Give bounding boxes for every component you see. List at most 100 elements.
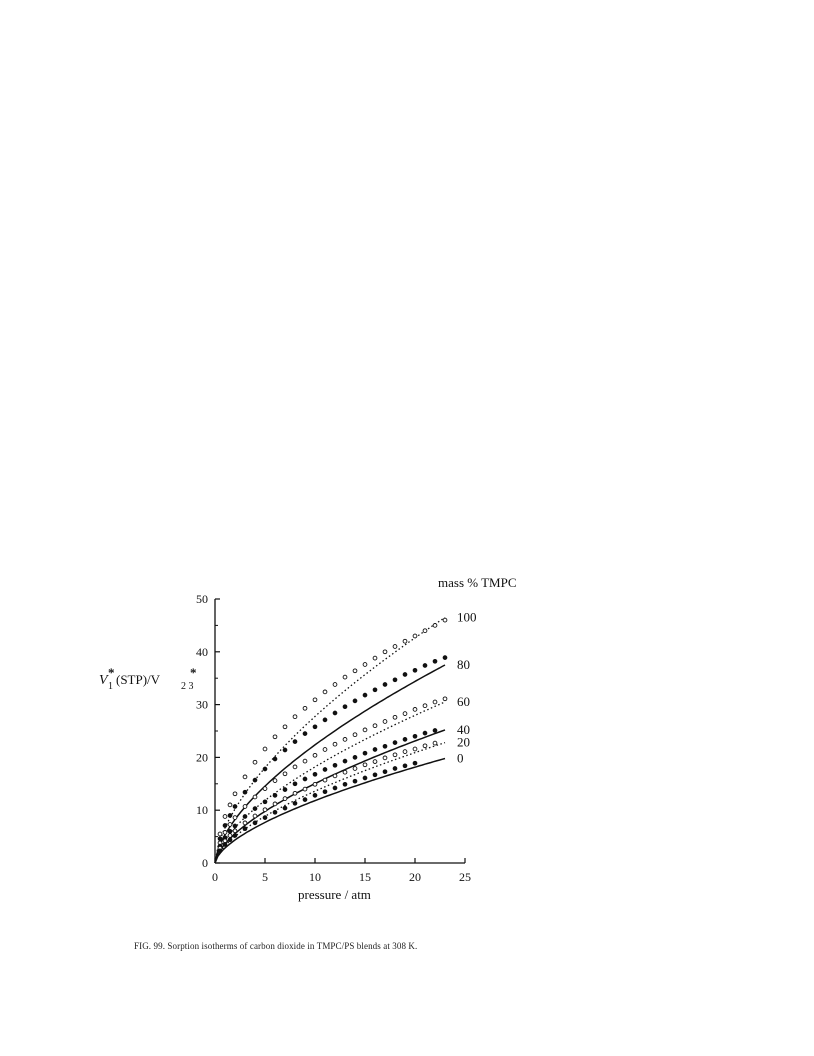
data-point-80 [227, 813, 233, 818]
data-point-40 [372, 747, 378, 752]
data-point-20 [312, 781, 318, 787]
data-point-80 [332, 710, 338, 716]
data-point-100 [332, 682, 338, 687]
data-point-80 [352, 698, 358, 704]
data-point-80 [232, 804, 238, 809]
x-tick-label: 5 [262, 870, 268, 884]
data-point-40 [352, 755, 358, 760]
data-point-60 [312, 752, 318, 758]
data-point-0 [292, 800, 298, 806]
data-point-40 [302, 776, 308, 782]
series-label-0: 0 [457, 750, 464, 765]
data-point-100 [392, 644, 398, 649]
data-point-80 [222, 823, 228, 828]
data-point-20 [332, 773, 338, 779]
data-point-80 [342, 704, 348, 710]
data-point-100 [352, 668, 358, 674]
y-axis-title-sub1: 1 [108, 681, 113, 692]
series-label-80: 80 [457, 657, 470, 672]
data-point-100 [262, 746, 268, 752]
data-point-80 [412, 667, 418, 673]
data-point-20 [322, 777, 328, 783]
data-point-60 [272, 778, 278, 783]
data-point-20 [342, 769, 348, 775]
data-point-60 [252, 794, 258, 800]
data-point-60 [302, 758, 308, 764]
data-point-80 [312, 724, 318, 730]
data-point-60 [232, 815, 238, 820]
data-point-100 [372, 655, 378, 661]
data-point-40 [342, 758, 348, 764]
y-axis-title-sup1: * [108, 665, 115, 680]
legend-title: mass % TMPC [438, 575, 517, 590]
fit-curve-0 [214, 757, 446, 864]
data-point-80 [302, 731, 308, 736]
data-point-0 [217, 848, 223, 854]
data-point-20 [422, 743, 428, 749]
data-point-80 [242, 789, 248, 795]
data-point-80 [262, 766, 268, 772]
data-point-100 [282, 724, 288, 730]
data-point-80 [402, 672, 408, 677]
data-point-0 [392, 766, 398, 771]
data-point-60 [372, 723, 378, 729]
data-point-20 [362, 762, 368, 768]
data-point-100 [242, 774, 248, 780]
data-point-0 [412, 760, 418, 766]
data-point-20 [372, 759, 378, 764]
data-point-100 [322, 689, 328, 695]
data-point-20 [222, 838, 228, 844]
data-point-60 [242, 804, 248, 809]
axes: 0 10 20 30 40 50 0 5 10 15 20 25 [196, 592, 471, 884]
data-point-80 [217, 836, 223, 842]
data-point-0 [262, 815, 268, 820]
data-point-0 [342, 781, 348, 787]
data-point-100 [227, 802, 233, 808]
data-point-0 [302, 797, 308, 802]
data-point-40 [422, 730, 428, 736]
data-point-80 [432, 658, 438, 664]
x-tick-label: 15 [359, 870, 371, 884]
data-point-80 [362, 692, 368, 698]
data-point-60 [282, 771, 288, 777]
data-point-20 [352, 766, 358, 771]
fit-curve-60 [214, 701, 446, 864]
data-point-100 [222, 814, 228, 819]
data-point-60 [332, 741, 338, 747]
data-point-100 [342, 674, 348, 680]
data-point-80 [292, 739, 298, 744]
y-tick-label: 50 [196, 592, 208, 606]
data-point-60 [262, 786, 268, 791]
y-axis-title-mid: (STP)/V [116, 672, 161, 687]
data-point-40 [362, 750, 368, 756]
data-point-0 [362, 775, 368, 781]
data-point-100 [412, 633, 418, 639]
data-point-80 [422, 663, 428, 668]
y-axis-title-sup2: * [190, 665, 197, 680]
data-point-0 [282, 805, 288, 811]
data-point-100 [422, 628, 428, 634]
data-point-100 [432, 623, 438, 628]
data-point-20 [227, 833, 233, 838]
data-point-20 [432, 740, 438, 746]
data-point-20 [302, 786, 308, 792]
data-point-60 [442, 696, 448, 702]
data-point-40 [332, 762, 338, 768]
figure-caption: FIG. 99. Sorption isotherms of carbon di… [134, 941, 418, 951]
data-point-60 [432, 699, 438, 705]
data-point-60 [352, 732, 358, 738]
data-point-100 [292, 714, 298, 720]
x-tick-label: 0 [212, 870, 218, 884]
data-point-40 [432, 728, 438, 733]
data-point-80 [392, 677, 398, 683]
data-point-40 [252, 806, 258, 811]
data-point-40 [412, 733, 418, 739]
data-points [217, 617, 448, 854]
data-point-20 [412, 746, 418, 752]
data-point-40 [292, 781, 298, 787]
data-point-40 [242, 814, 248, 819]
data-point-0 [242, 826, 248, 832]
x-tick-label: 10 [309, 870, 321, 884]
data-point-60 [292, 764, 298, 770]
